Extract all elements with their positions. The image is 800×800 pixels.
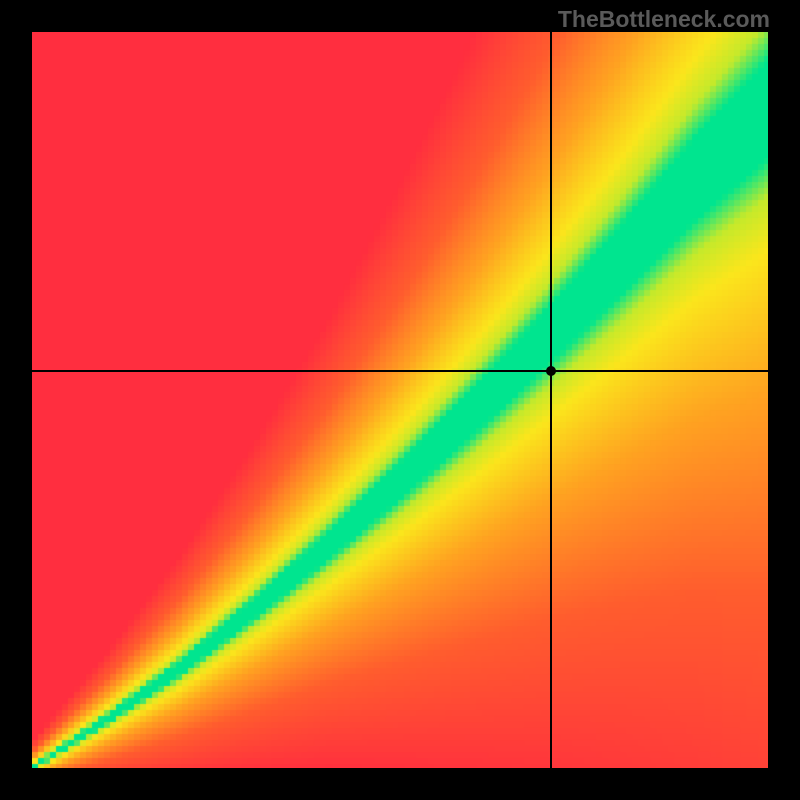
crosshair-horizontal xyxy=(32,370,768,372)
intersection-marker xyxy=(546,366,556,376)
watermark-text: TheBottleneck.com xyxy=(558,6,770,33)
bottleneck-heatmap xyxy=(32,32,768,768)
heatmap-canvas xyxy=(32,32,768,768)
crosshair-vertical xyxy=(550,32,552,768)
